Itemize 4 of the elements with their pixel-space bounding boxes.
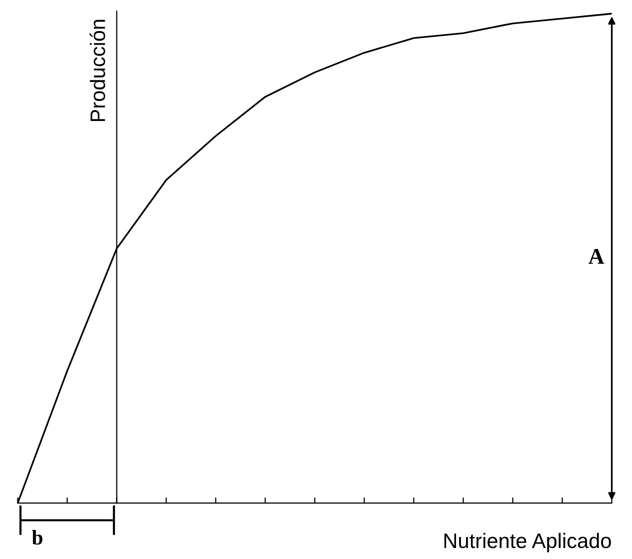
text: b <box>32 530 42 545</box>
x-axis-title: Nutriente Aplicado <box>444 532 611 552</box>
annotation: A <box>588 249 604 264</box>
y-axis-title: Producción <box>90 20 106 122</box>
